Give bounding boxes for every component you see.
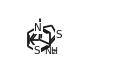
Text: S: S — [34, 46, 40, 56]
Text: S: S — [56, 30, 62, 40]
Text: 2: 2 — [52, 49, 56, 55]
Text: N: N — [34, 23, 42, 33]
Text: NH: NH — [44, 47, 58, 56]
